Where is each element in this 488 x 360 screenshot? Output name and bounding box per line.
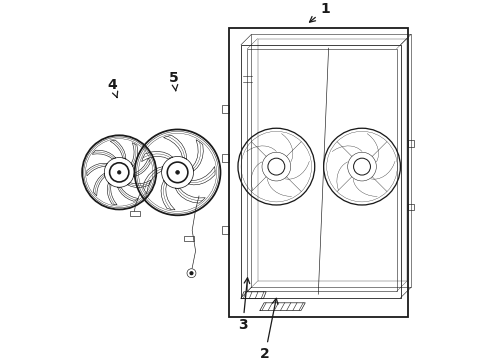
Bar — [183, 237, 193, 240]
Circle shape — [175, 171, 179, 174]
Bar — [221, 226, 228, 234]
Bar — [221, 154, 228, 162]
Bar — [221, 105, 228, 113]
Circle shape — [117, 171, 121, 174]
Bar — [407, 140, 413, 147]
Text: 1: 1 — [309, 3, 329, 22]
Text: 4: 4 — [107, 78, 118, 98]
Text: 5: 5 — [169, 71, 179, 91]
Text: 3: 3 — [238, 278, 249, 332]
Bar — [407, 203, 413, 210]
Circle shape — [190, 272, 192, 275]
Bar — [130, 211, 140, 216]
Text: 2: 2 — [260, 298, 277, 360]
Bar — [228, 28, 407, 316]
